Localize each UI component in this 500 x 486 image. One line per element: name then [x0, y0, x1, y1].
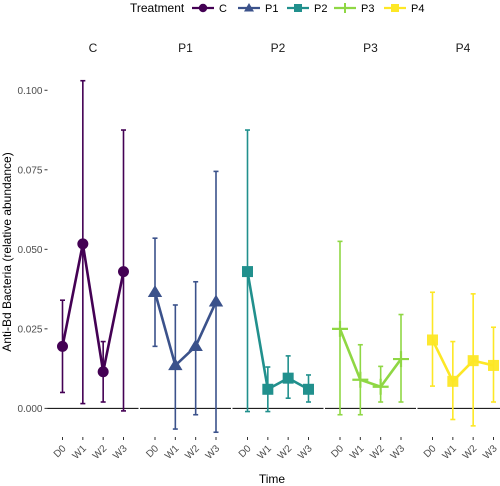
x-tick-label: W1	[256, 443, 275, 462]
x-tick-label: W3	[481, 443, 500, 462]
data-point	[393, 351, 409, 368]
data-point	[118, 266, 129, 278]
x-tick-label: W3	[111, 443, 130, 462]
facet-strip-label: P3	[363, 41, 378, 55]
series-line	[431, 339, 494, 383]
data-point	[332, 320, 348, 337]
data-point	[467, 355, 479, 367]
series-line	[61, 242, 125, 374]
legend-entry-p4: P4	[384, 3, 424, 15]
series-line	[153, 291, 218, 367]
facet-panel-p3: P3 D0 W1 W2 W3	[325, 41, 416, 462]
x-tick-label: D0	[329, 443, 346, 460]
x-tick-label: W1	[71, 443, 90, 462]
legend-entry-c: C	[192, 3, 227, 15]
data-point	[447, 375, 459, 387]
y-tick-label: 0.075	[17, 165, 42, 176]
legend: Treatment C P1 P2 P3 P4	[130, 1, 424, 15]
facet-strip-label: P4	[456, 41, 471, 55]
x-tick-label: W1	[348, 443, 367, 462]
data-point	[242, 266, 253, 278]
data-point	[352, 371, 369, 388]
facet-panel-p1: P1 D0 W1 W2 W3	[140, 41, 231, 462]
series-line	[338, 328, 403, 389]
data-point	[97, 366, 109, 378]
legend-entry-label: P2	[314, 3, 327, 15]
legend-entry-p3: P3	[334, 3, 374, 15]
facet-strip-label: P2	[271, 41, 286, 55]
y-tick-label: 0.100	[17, 86, 42, 97]
legend-entry-label: P4	[411, 3, 424, 15]
facet-panel-p4: P4 D0 W1 W2 W3	[417, 41, 500, 462]
x-tick-label: D0	[422, 443, 439, 460]
series-line	[246, 271, 310, 391]
x-tick-label: W3	[389, 443, 408, 462]
legend-key-marker	[294, 4, 302, 12]
legend-entry-label: C	[219, 3, 227, 15]
data-point	[188, 339, 203, 352]
data-point	[77, 238, 89, 250]
x-tick-label: W2	[276, 443, 295, 462]
data-point	[303, 383, 314, 395]
facet-strip-label: P1	[178, 41, 193, 55]
data-point	[282, 372, 294, 384]
data-point	[208, 294, 224, 307]
data-point	[57, 340, 68, 352]
x-tick-label: D0	[52, 443, 69, 460]
legend-title: Treatment	[130, 1, 185, 15]
data-point	[372, 378, 389, 395]
y-tick-label: 0.050	[17, 245, 42, 256]
legend-key-marker	[244, 3, 254, 12]
data-point	[262, 383, 274, 395]
y-axis: 0.000 0.025 0.050 0.075 0.100	[17, 86, 48, 415]
x-tick-label: W3	[296, 443, 315, 462]
data-point	[427, 334, 438, 346]
legend-entry-label: P3	[361, 3, 374, 15]
data-point	[168, 358, 183, 371]
x-tick-label: D0	[237, 443, 254, 460]
data-point	[147, 285, 163, 297]
legend-key-marker	[391, 4, 399, 12]
facet-strip-label: C	[89, 41, 98, 55]
y-tick-label: 0.000	[17, 404, 42, 415]
legend-entry-p1: P1	[238, 3, 278, 15]
facet-panel-p2: P2 D0 W1 W2 W3	[232, 41, 324, 462]
facet-panel-c: C D0 W1 W2 W3	[47, 41, 139, 462]
y-axis-title: Anti-Bd Bacteria (relative abundance)	[0, 152, 14, 351]
x-tick-label: W3	[204, 443, 223, 462]
legend-entry-label: P1	[265, 3, 278, 15]
x-tick-label: W1	[163, 443, 182, 462]
legend-key-marker	[198, 3, 208, 13]
x-tick-label: W2	[91, 443, 110, 462]
x-tick-label: W2	[368, 443, 387, 462]
y-tick-label: 0.025	[17, 324, 42, 335]
x-tick-label: W2	[183, 443, 202, 462]
x-axis-title: Time	[259, 472, 286, 486]
data-point	[488, 359, 499, 371]
x-tick-label: W2	[461, 443, 480, 462]
x-tick-label: D0	[144, 443, 161, 460]
legend-entry-p2: P2	[287, 3, 327, 15]
x-tick-label: W1	[441, 443, 460, 462]
